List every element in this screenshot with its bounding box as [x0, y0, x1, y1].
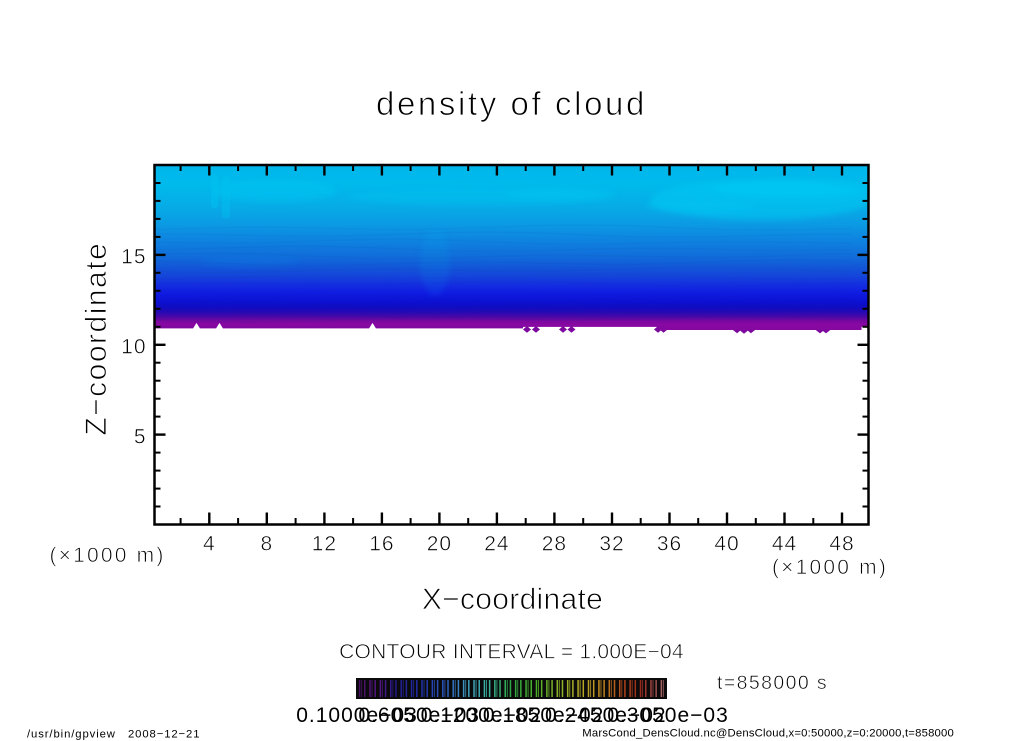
svg-text:t=858000 s: t=858000 s — [717, 672, 828, 694]
svg-text:16: 16 — [369, 533, 394, 556]
svg-text:44: 44 — [772, 533, 797, 556]
svg-text:32: 32 — [599, 533, 624, 556]
svg-text:0.3050e−03: 0.3050e−03 — [607, 704, 729, 727]
svg-text:(×1000 m): (×1000 m) — [772, 556, 888, 579]
svg-text:0.1200e−02: 0.1200e−02 — [421, 704, 543, 727]
svg-text:0.2450e−02: 0.2450e−02 — [545, 704, 667, 727]
svg-text:48: 48 — [829, 533, 854, 556]
svg-text:X−coordinate: X−coordinate — [422, 583, 603, 616]
svg-text:24: 24 — [484, 533, 509, 556]
svg-text:20: 20 — [427, 533, 452, 556]
svg-text:MarsCond_DensCloud.nc@DensClou: MarsCond_DensCloud.nc@DensCloud,x=0:5000… — [582, 728, 954, 740]
svg-text:0.1850e−02: 0.1850e−02 — [483, 704, 605, 727]
svg-text:(×1000 m): (×1000 m) — [49, 544, 165, 567]
svg-text:10: 10 — [121, 336, 146, 359]
svg-text:/usr/bin/gpview 2008−12−21: /usr/bin/gpview 2008−12−21 — [27, 729, 200, 741]
svg-text:5: 5 — [134, 425, 147, 448]
svg-text:15: 15 — [121, 246, 146, 269]
svg-text:28: 28 — [542, 533, 567, 556]
svg-text:8: 8 — [260, 533, 273, 556]
svg-text:4: 4 — [203, 533, 216, 556]
svg-text:12: 12 — [312, 533, 337, 556]
svg-text:40: 40 — [714, 533, 739, 556]
svg-text:0.1000e−03: 0.1000e−03 — [296, 704, 418, 727]
svg-text:36: 36 — [657, 533, 682, 556]
svg-text:CONTOUR INTERVAL = 1.000E−04: CONTOUR INTERVAL = 1.000E−04 — [339, 641, 684, 664]
svg-text:0.6050e−03: 0.6050e−03 — [358, 704, 480, 727]
svg-text:Z−coordinate: Z−coordinate — [80, 242, 113, 436]
svg-text:density of cloud: density of cloud — [376, 85, 647, 122]
